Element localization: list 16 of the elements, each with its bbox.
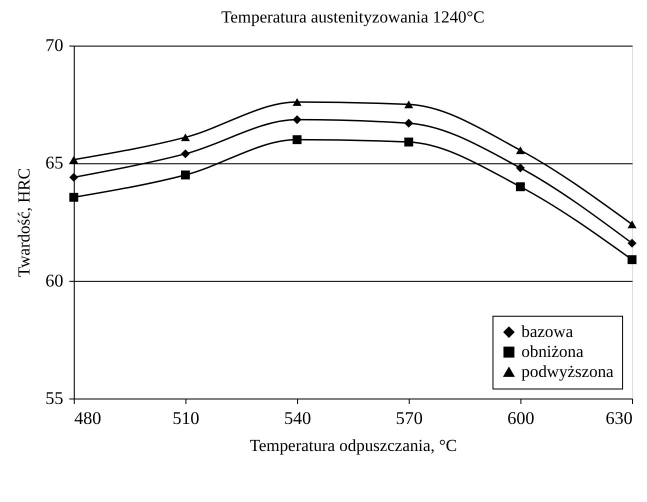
y-axis-title: Twardość, HRC [14,168,34,277]
legend-label: obniżona [521,342,584,362]
legend-label: bazowa [521,322,574,342]
x-tick-label: 510 [172,408,200,428]
chart-title: Temperatura austenityzowania 1240°C [221,8,485,27]
x-tick-label: 570 [396,408,423,428]
y-tick-label: 55 [45,388,64,408]
x-tick-label: 540 [284,408,312,428]
legend-label: podwyższona [521,362,614,382]
x-tick-label: 600 [507,408,534,428]
x-axis-title: Temperatura odpuszczania, °C [250,436,458,455]
x-tick-label: 630 [606,408,633,428]
x-tick-label: 480 [74,408,102,428]
y-tick-label: 65 [45,152,64,173]
y-tick-label: 70 [45,35,64,56]
y-tick-label: 60 [45,270,64,290]
